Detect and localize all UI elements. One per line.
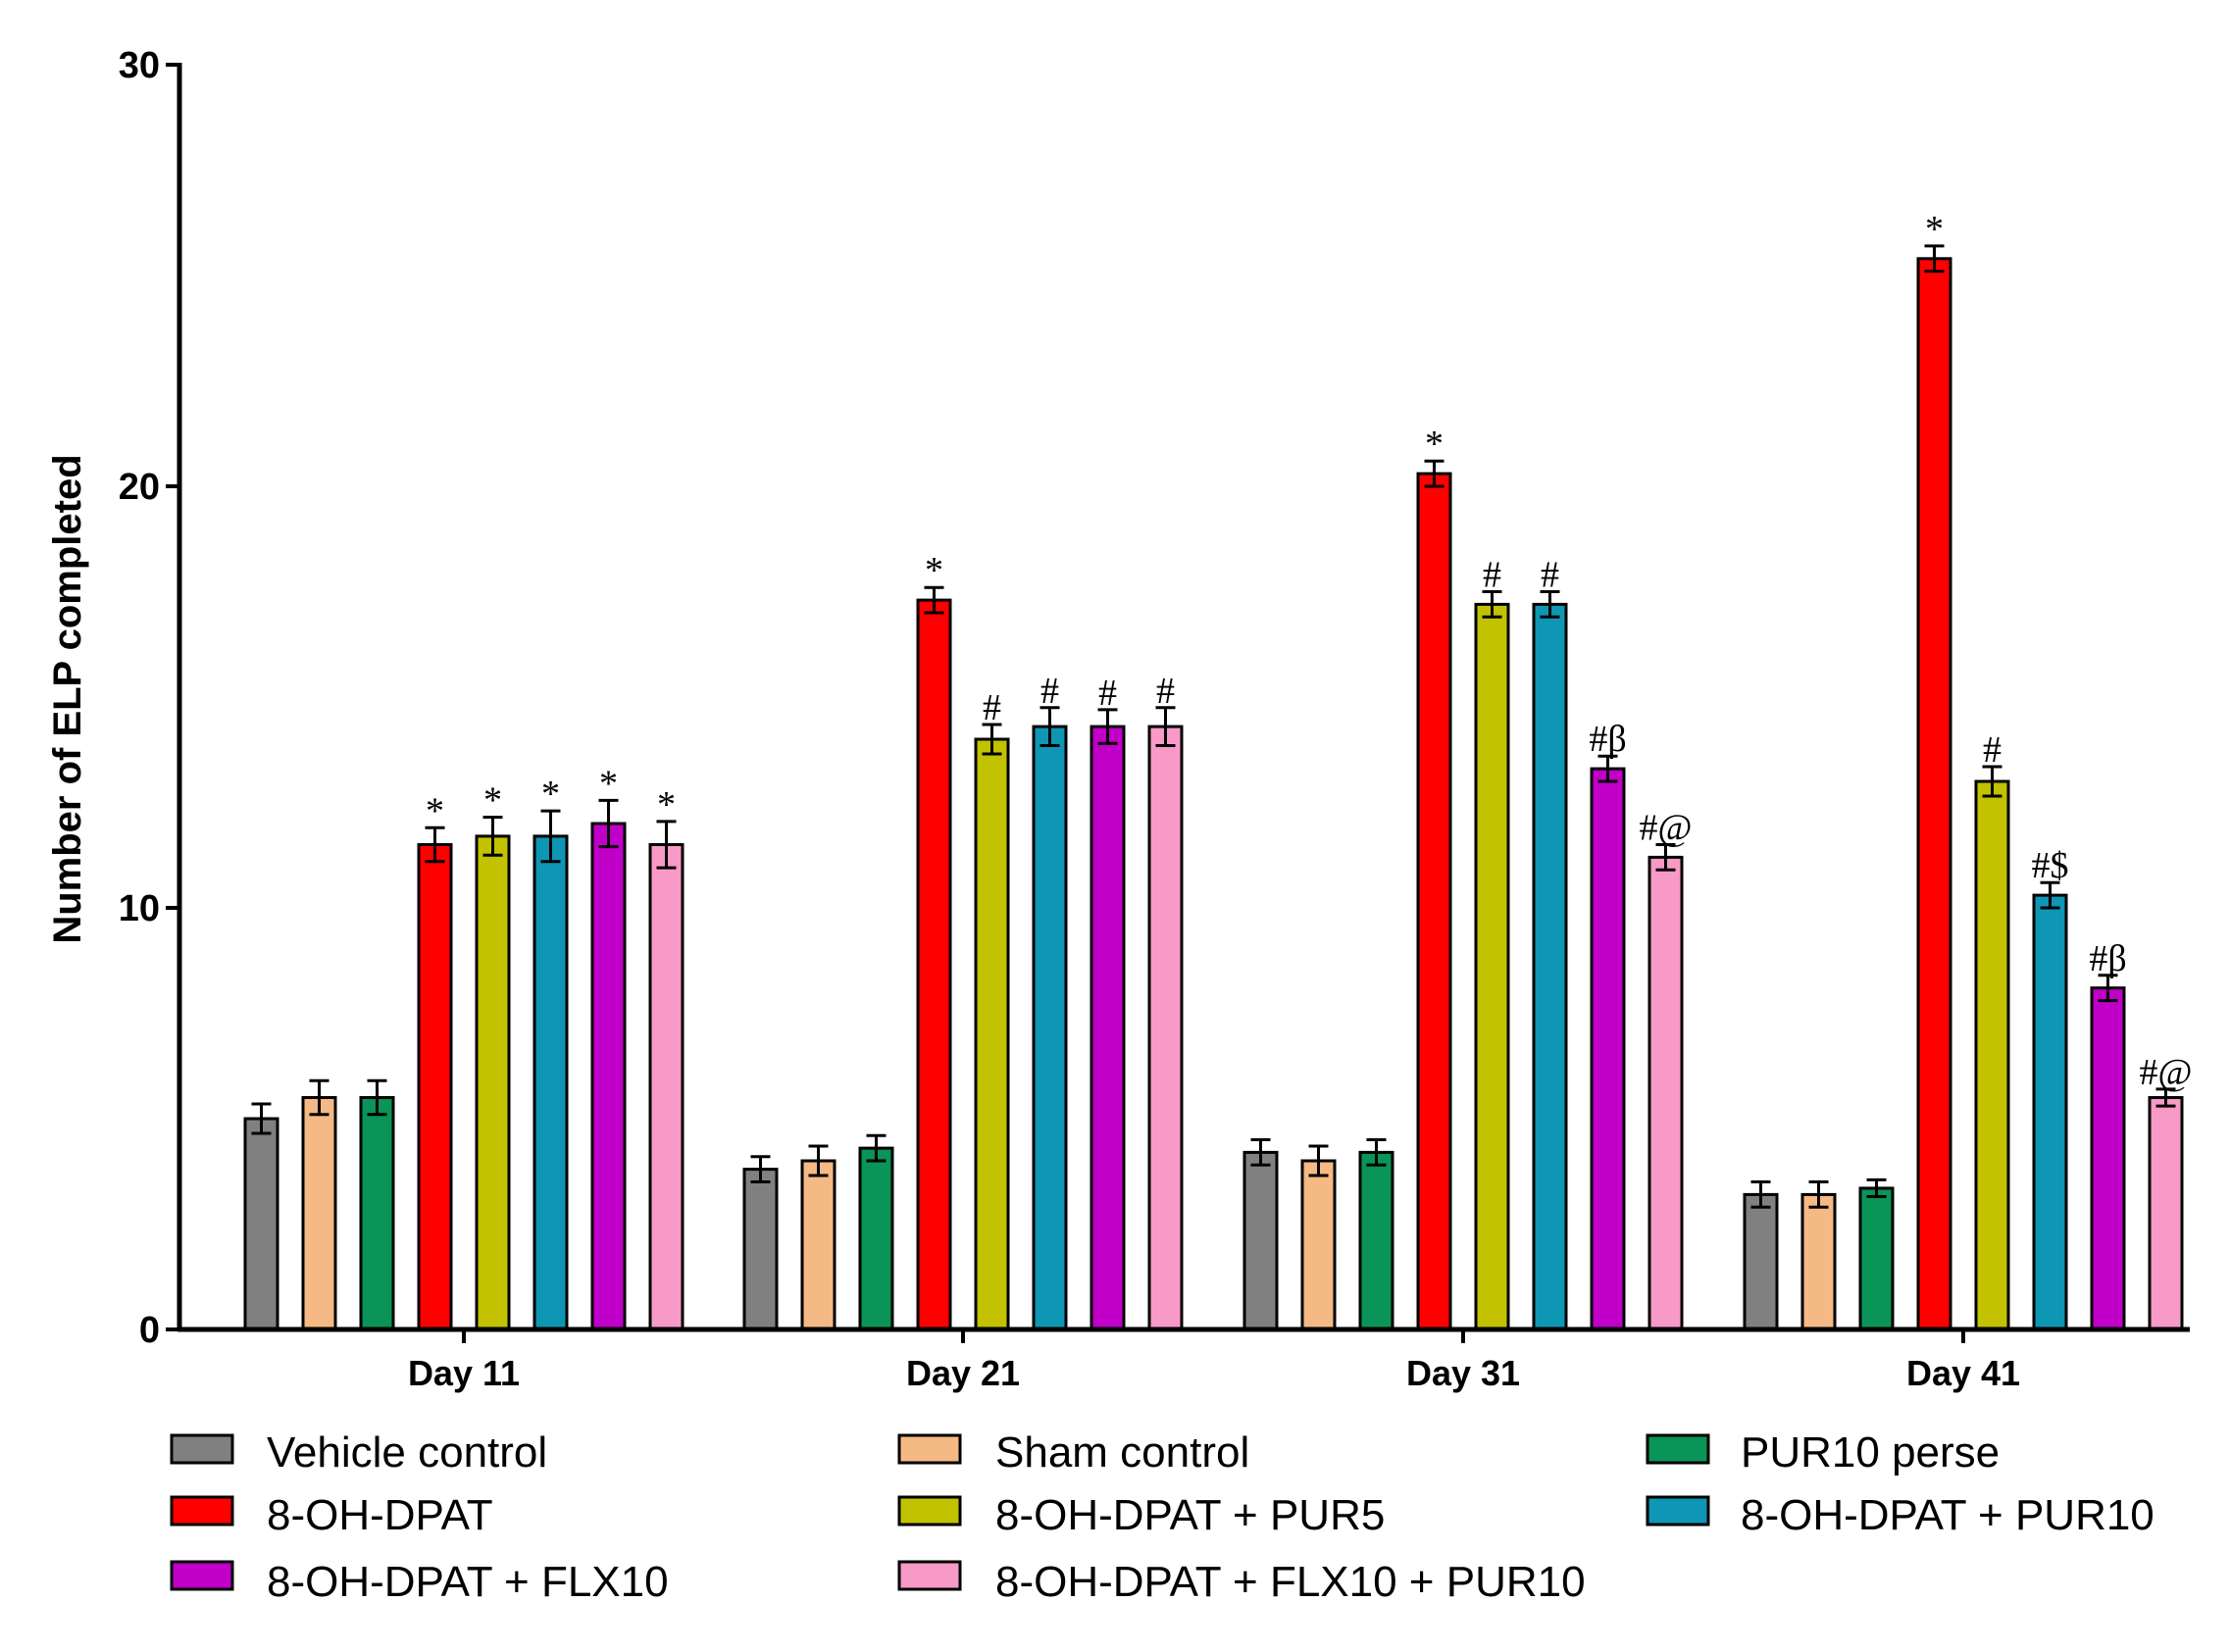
significance-label: # [1483,555,1501,596]
x-tick-label: Day 41 [1906,1353,2020,1393]
significance-label: * [657,784,676,826]
significance-label: # [1040,671,1059,712]
bar [1090,725,1126,1331]
bar [1647,855,1684,1331]
legend: Vehicle control Sham control PUR10 perse 8-… [170,1428,2154,1606]
bar [742,1168,779,1331]
bar [1743,1192,1779,1331]
x-tick-label: Day 21 [906,1353,1020,1393]
significance-label: #β [2089,938,2126,979]
significance-label: * [483,780,502,822]
significance-label: * [541,774,560,815]
significance-label: # [1983,729,2002,771]
bar [417,843,453,1331]
legend-label: 8-OH-DPAT + PUR10 [1741,1491,2154,1539]
significance-label: #$ [2032,845,2069,886]
bar [475,834,511,1331]
bar [916,598,952,1331]
bar [648,843,684,1331]
legend-swatch [1646,1495,1710,1527]
y-axis-label: Number of ELP completed [46,454,89,943]
bar [858,1146,894,1331]
bar [532,834,569,1331]
legend-swatch [897,1560,962,1591]
significance-label: # [1156,671,1175,712]
bar [1474,602,1510,1331]
y-tick-label: 0 [139,1310,160,1351]
significance-label: #@ [2140,1052,2193,1093]
bar [359,1096,395,1331]
bar [243,1117,279,1331]
legend-swatch [170,1495,234,1527]
bars-layer: * * * * * # # # * # # #$ * # #β #β * # #@ #@ [243,209,2193,1331]
significance-label: # [1541,555,1559,596]
significance-label: # [1098,673,1117,714]
y-tick-label: 30 [119,45,160,86]
bar [1916,257,1952,1331]
legend-label: 8-OH-DPAT + FLX10 + PUR10 [995,1558,1586,1606]
legend-label: 8-OH-DPAT + FLX10 [267,1558,669,1606]
legend-label: PUR10 perse [1741,1428,2000,1477]
bar [590,822,627,1331]
bar [800,1159,836,1331]
y-tick-label: 20 [119,467,160,508]
x-tick-label: Day 11 [408,1353,520,1393]
significance-label: #@ [1640,808,1693,849]
bar [974,737,1010,1331]
bar [1242,1150,1279,1331]
x-tick-label: Day 31 [1406,1353,1520,1393]
bar [1858,1186,1895,1331]
significance-label: * [925,550,943,591]
legend-label: 8-OH-DPAT + PUR5 [995,1491,1385,1539]
bar [1032,725,1068,1331]
bar [1358,1150,1394,1331]
bar [2090,986,2126,1331]
bar [1300,1159,1337,1331]
significance-label: #β [1589,719,1626,760]
bar [2148,1096,2184,1331]
bar [1147,725,1184,1331]
significance-label: # [983,687,1001,728]
bar [1974,779,2010,1331]
legend-swatch [897,1495,962,1527]
bar [1800,1192,1837,1331]
significance-label: * [599,763,618,804]
significance-label: * [1925,209,1944,250]
legend-swatch [1646,1433,1710,1465]
significance-label: * [1425,424,1444,465]
legend-swatch [897,1433,962,1465]
bar [1532,602,1568,1331]
legend-label: 8-OH-DPAT [267,1491,493,1539]
bar [1416,472,1452,1331]
bar [301,1096,337,1331]
bar [1590,767,1626,1331]
bar [2032,893,2068,1331]
legend-label: Vehicle control [267,1428,547,1477]
y-tick-label: 10 [119,888,160,929]
legend-swatch [170,1433,234,1465]
legend-swatch [170,1560,234,1591]
legend-label: Sham control [995,1428,1249,1477]
axes-layer: 0 10 20 30 Day 11 Day 21 Day 31 Day 41 [119,45,2190,1393]
significance-label: * [426,790,444,831]
